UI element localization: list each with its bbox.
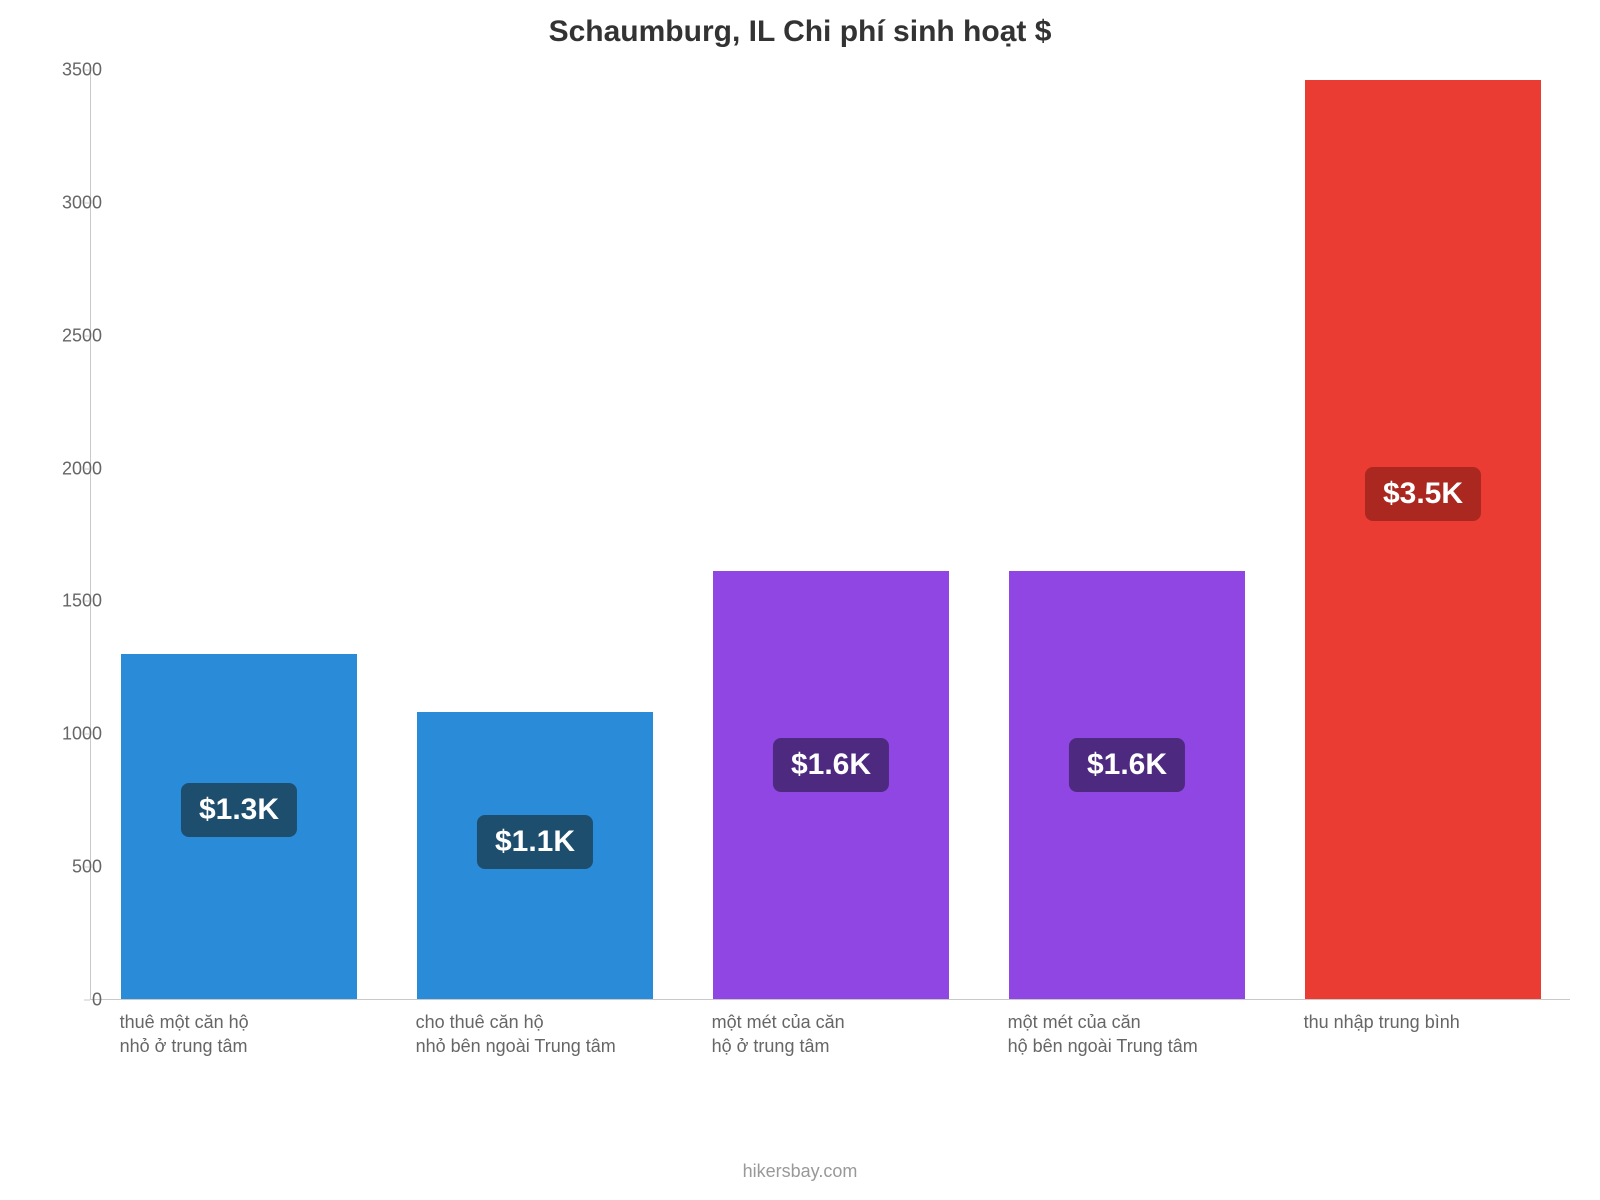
chart-title: Schaumburg, IL Chi phí sinh hoạt $ bbox=[0, 15, 1600, 49]
x-axis-category-label: cho thuê căn hộ nhỏ bên ngoài Trung tâm bbox=[416, 1010, 616, 1059]
bar-value-badge: $3.5K bbox=[1365, 467, 1481, 521]
y-tick-mark bbox=[84, 1000, 90, 1001]
y-tick-mark bbox=[84, 601, 90, 602]
y-tick-label: 0 bbox=[42, 990, 102, 1011]
y-tick-mark bbox=[84, 202, 90, 203]
bar-value-badge: $1.1K bbox=[477, 815, 593, 869]
attribution: hikersbay.com bbox=[0, 1161, 1600, 1182]
bar-value-badge: $1.3K bbox=[181, 783, 297, 837]
bar-value-badge: $1.6K bbox=[1069, 738, 1185, 792]
y-tick-label: 3000 bbox=[42, 192, 102, 213]
y-tick-label: 3500 bbox=[42, 60, 102, 81]
y-tick-label: 1000 bbox=[42, 724, 102, 745]
bar bbox=[1305, 80, 1542, 999]
bars-layer: $1.3K $1.1K $1.6K $1.6K $3.5K bbox=[91, 70, 1570, 999]
cost-of-living-bar-chart: Schaumburg, IL Chi phí sinh hoạt $ $1.3K… bbox=[0, 0, 1600, 1200]
x-axis-category-label: thuê một căn hộ nhỏ ở trung tâm bbox=[120, 1010, 249, 1059]
x-axis-category-label: thu nhập trung bình bbox=[1304, 1010, 1460, 1034]
y-tick-label: 2500 bbox=[42, 325, 102, 346]
y-tick-label: 2000 bbox=[42, 458, 102, 479]
y-tick-mark bbox=[84, 468, 90, 469]
bar-value-badge: $1.6K bbox=[773, 738, 889, 792]
x-axis-category-label: một mét của căn hộ ở trung tâm bbox=[712, 1010, 845, 1059]
plot-area: $1.3K $1.1K $1.6K $1.6K $3.5K bbox=[90, 70, 1570, 1000]
y-tick-mark bbox=[84, 867, 90, 868]
y-tick-label: 500 bbox=[42, 857, 102, 878]
y-tick-mark bbox=[84, 70, 90, 71]
y-tick-mark bbox=[84, 335, 90, 336]
y-tick-mark bbox=[84, 734, 90, 735]
x-axis-category-label: một mét của căn hộ bên ngoài Trung tâm bbox=[1008, 1010, 1198, 1059]
y-tick-label: 1500 bbox=[42, 591, 102, 612]
